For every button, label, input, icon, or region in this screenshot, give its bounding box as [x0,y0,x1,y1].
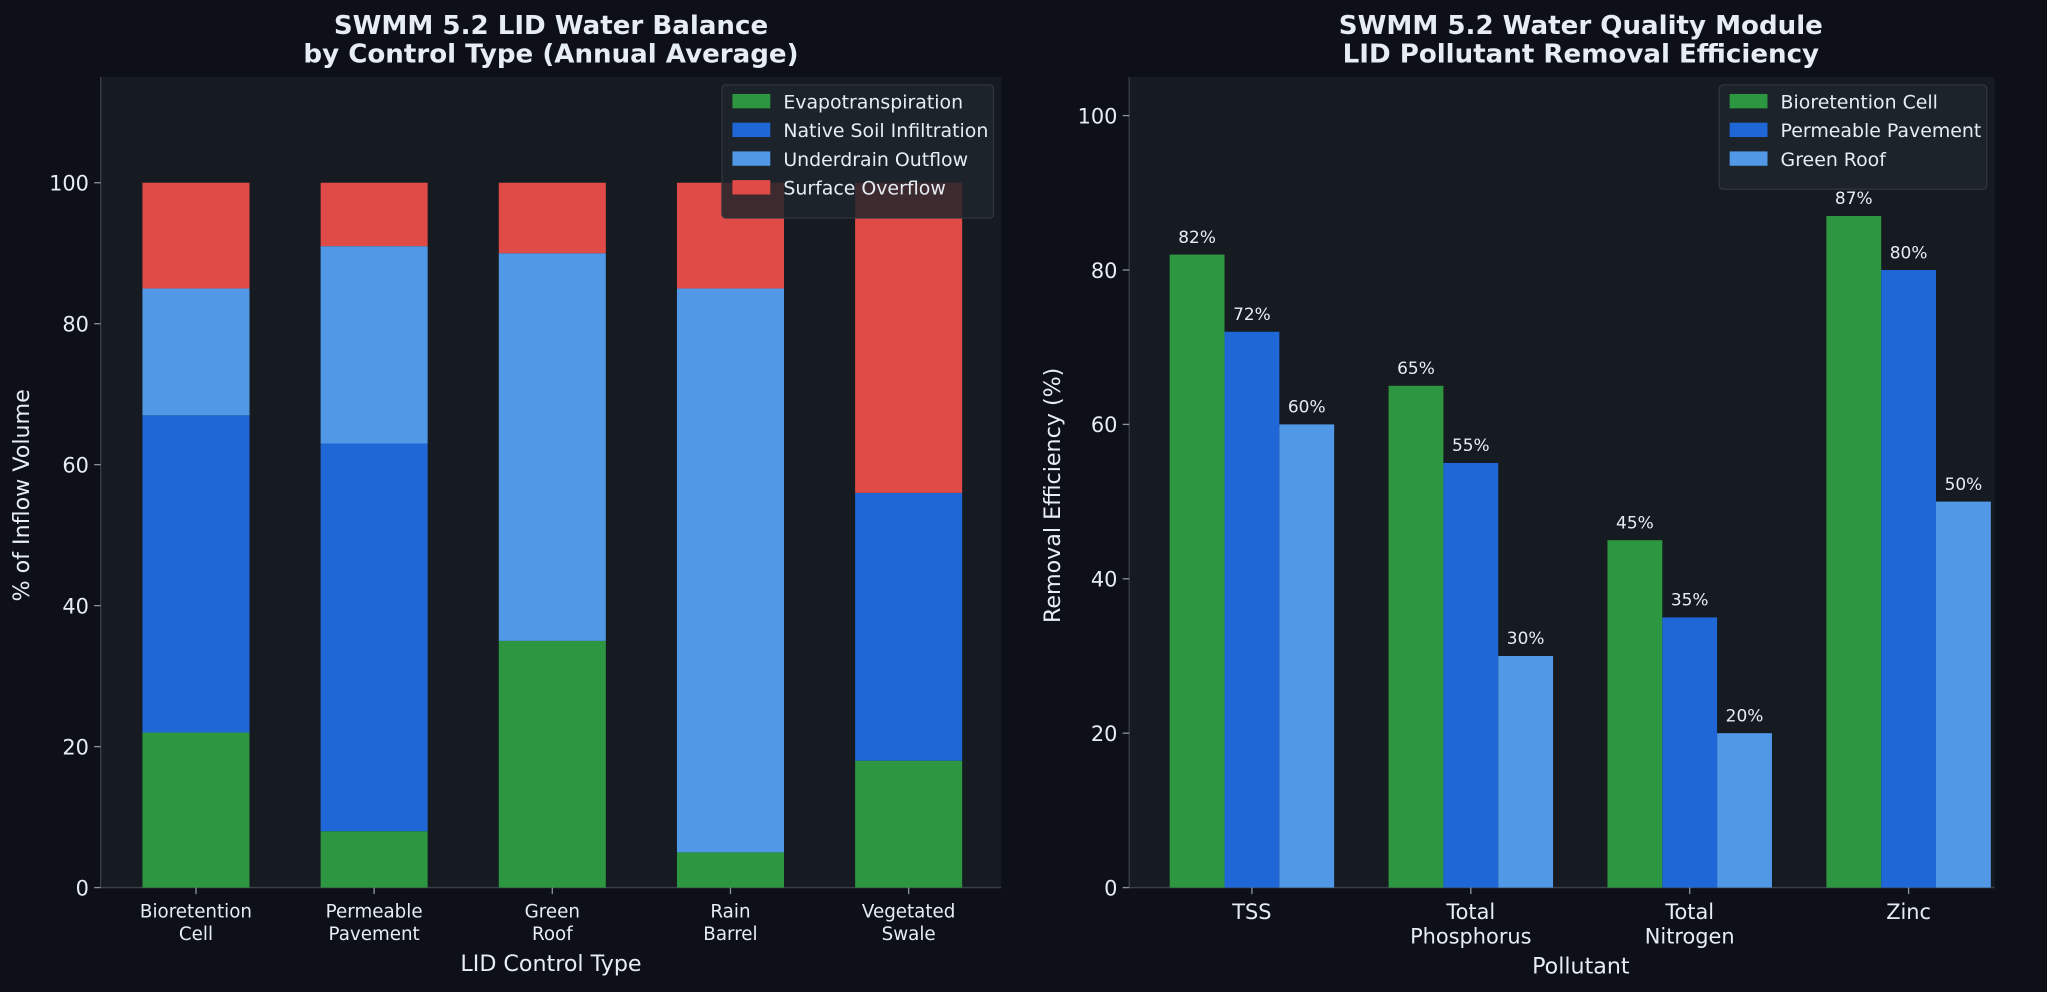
bar [1936,501,1991,888]
y-tick-label: 0 [76,876,89,900]
y-tick-label: 80 [1091,259,1118,283]
bar-segment [142,182,250,289]
bar [1498,655,1554,888]
bar [1881,270,1937,888]
legend-label: Permeable Pavement [1781,120,1982,142]
value-label: 20% [1726,705,1764,725]
x-tick-label: TSS [1231,900,1271,924]
bar-segment [320,182,428,247]
y-tick-label: 100 [49,172,89,196]
value-label: 82% [1178,227,1216,247]
y-tick-label: 40 [1091,568,1118,592]
y-tick-label: 20 [1091,722,1118,746]
bar-segment [498,253,606,641]
x-tick-label: Total Phosphorus [1410,900,1531,949]
y-tick-label: 60 [62,454,89,478]
value-label: 72% [1233,304,1271,324]
y-tick-label: 0 [1104,876,1117,900]
bar-segment [855,182,963,493]
bar-segment [142,415,250,733]
x-tick-label: Zinc [1886,900,1931,924]
bar-segment [320,246,428,444]
legend-swatch [732,122,771,138]
bar-segment [498,640,606,888]
legend-label: Native Soil Infiltration [783,120,988,142]
chart-title: SWMM 5.2 LID Water Balance by Control Typ… [303,11,798,70]
bar [1607,540,1663,888]
y-tick-label: 60 [1091,413,1118,437]
x-axis-label: LID Control Type [460,951,641,977]
y-tick-label: 40 [62,594,89,618]
legend-swatch [732,180,771,195]
value-label: 30% [1507,628,1545,648]
y-tick-label: 20 [62,735,89,759]
value-label: 45% [1616,512,1654,532]
x-tick-label: Vegetated Swale [862,902,956,945]
chart-title: SWMM 5.2 Water Quality Module LID Polluta… [1339,11,1823,70]
bar [1388,385,1444,888]
bar [1169,254,1225,888]
bar [1662,617,1718,888]
bar [1443,462,1499,888]
legend-swatch [732,93,771,109]
bar [1224,331,1280,888]
legend-label: Bioretention Cell [1781,91,1938,113]
bar-segment [320,831,428,888]
value-label: 35% [1671,590,1709,610]
x-tick-label: Rain Barrel [703,902,757,945]
bar-segment [142,288,250,416]
bar-segment [855,760,963,888]
bar-segment [676,288,784,853]
bar [1279,424,1335,888]
bar [1826,215,1882,888]
legend-label: Surface Overflow [783,177,945,199]
legend-label: Green Roof [1781,149,1888,171]
legend-swatch [732,151,771,166]
bar-segment [498,182,606,254]
y-axis-label: Removal Efficiency (%) [1040,368,1066,623]
value-label: 65% [1397,358,1435,378]
legend-swatch [1729,122,1768,138]
y-tick-label: 80 [62,313,89,337]
x-tick-label: Green Roof [525,902,580,945]
value-label: 50% [1945,474,1983,494]
bar [1717,733,1772,888]
legend-label: Underdrain Outflow [783,149,968,171]
legend-label: Evapotranspiration [783,91,963,113]
legend-swatch [1729,93,1768,109]
y-tick-label: 100 [1078,104,1118,128]
x-tick-label: Total Nitrogen [1645,900,1735,949]
x-axis-label: Pollutant [1532,954,1630,980]
legend-swatch [1729,151,1768,166]
value-label: 87% [1835,188,1873,208]
bar-segment [320,443,428,832]
value-label: 60% [1288,397,1326,417]
x-tick-label: Permeable Pavement [326,902,423,945]
x-tick-label: Bioretention Cell [140,902,252,945]
value-label: 80% [1890,242,1928,262]
bar-segment [676,852,784,888]
legend-box [721,84,995,219]
value-label: 55% [1452,435,1490,455]
y-axis-label: % of Inflow Volume [9,389,35,601]
legend-box [1718,84,1988,190]
bar-segment [142,732,250,888]
bar-segment [855,492,963,761]
